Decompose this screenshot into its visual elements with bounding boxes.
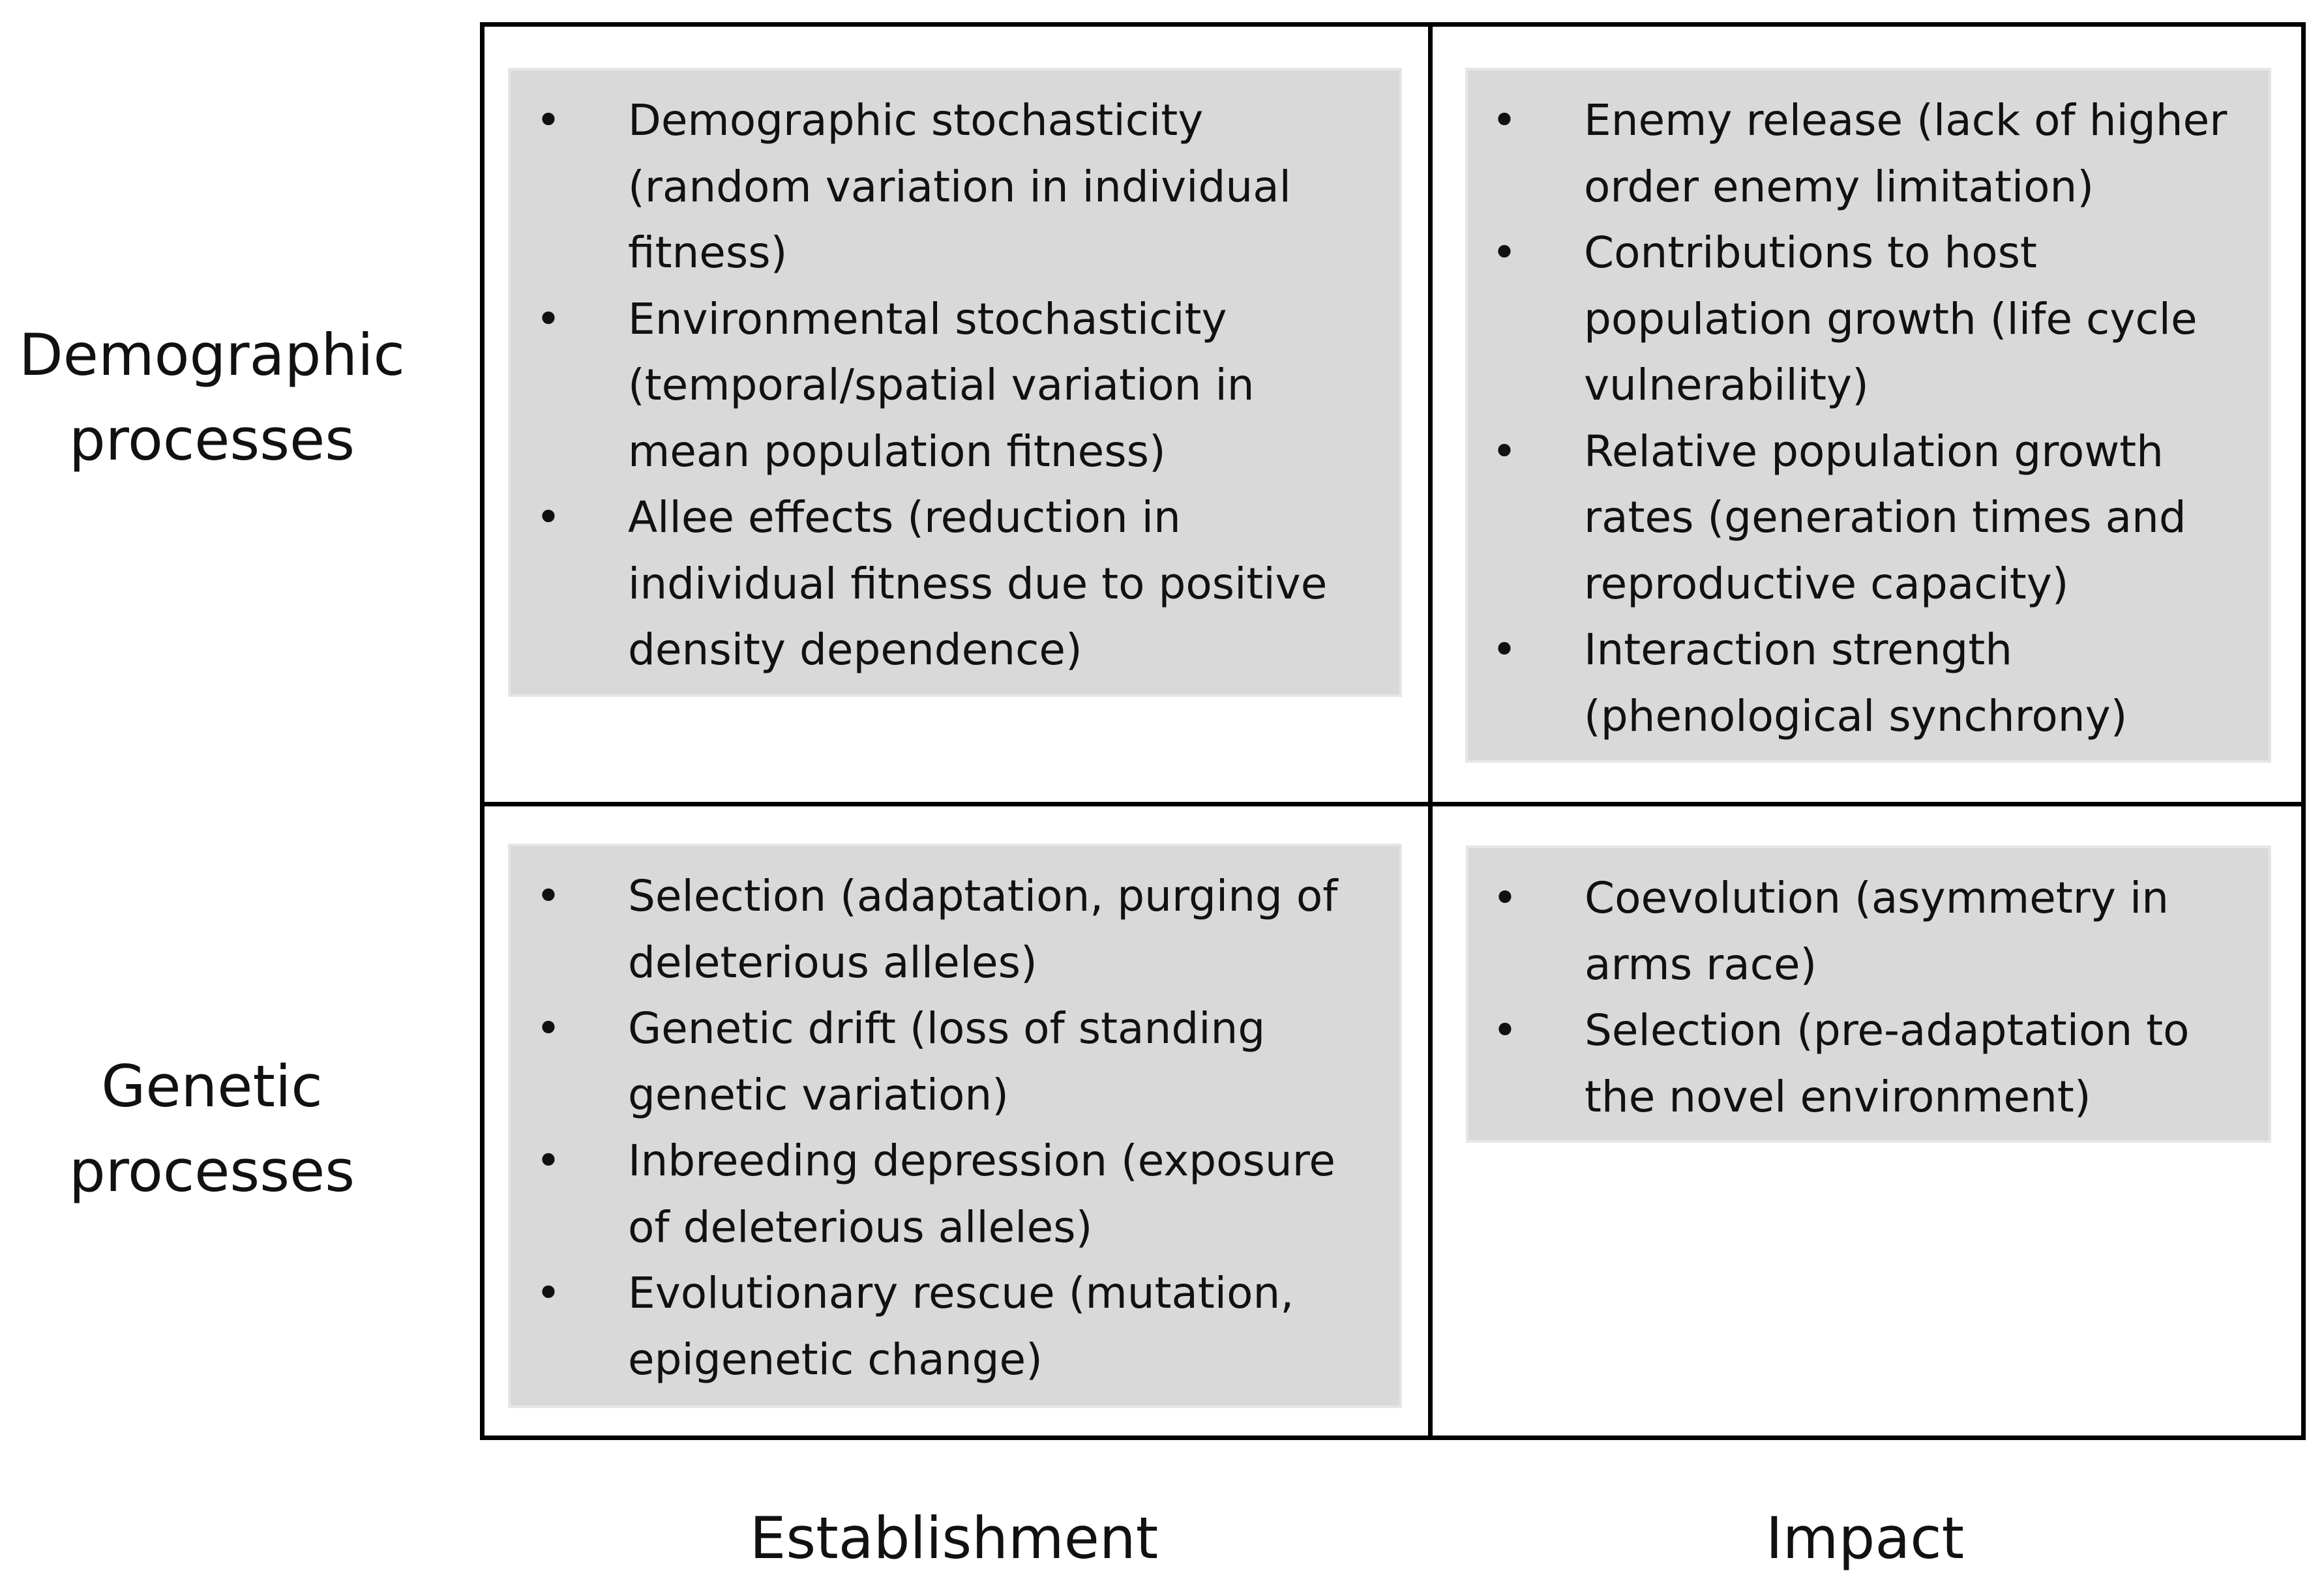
bullet-item-text: Selection (adaptation, purging of bbox=[628, 871, 1338, 921]
bullet-item-text: deleterious alleles) bbox=[628, 937, 1037, 988]
bullet-item-text: arms race) bbox=[1585, 939, 1817, 990]
bullet-item-text: mean population fitness) bbox=[628, 426, 1166, 477]
bullet-item-text: Genetic drift (loss of standing bbox=[628, 1003, 1266, 1053]
bullet-icon: • bbox=[1492, 1005, 1518, 1055]
bullet-item-text: (phenological synchrony) bbox=[1584, 690, 2128, 741]
bullet-item: • Demographic stochasticity (random variat… bbox=[536, 87, 1386, 286]
bullet-item-text: Demographic stochasticity bbox=[628, 95, 1204, 145]
bullet-item-text: individual fitness due to positive bbox=[628, 558, 1328, 609]
bullet-item-text: order enemy limitation) bbox=[1584, 161, 2094, 212]
bullet-item-text: Contributions to host bbox=[1584, 228, 2037, 278]
bullet-item-text: population growth (life cycle bbox=[1584, 293, 2197, 344]
bullet-item-text: (temporal/spatial variation in bbox=[628, 360, 1255, 410]
row-label-demographic-processes: Demographic processes bbox=[0, 313, 424, 482]
bullet-item-text: Coevolution (asymmetry in bbox=[1585, 873, 2169, 923]
bullet-icon: • bbox=[535, 492, 561, 542]
bullet-item: • Coevolution (asymmetry in arms race) bbox=[1493, 865, 2256, 997]
bullet-item: • Interaction strength (phenological synch… bbox=[1492, 617, 2256, 749]
bullet-item-text: of deleterious alleles) bbox=[628, 1201, 1093, 1252]
bullet-item: • Selection (pre-adaptation to the novel e… bbox=[1493, 997, 2256, 1130]
row-label-line: Genetic bbox=[101, 1053, 323, 1120]
bullet-item-text: epigenetic change) bbox=[628, 1334, 1043, 1385]
bullet-item-text: density dependence) bbox=[628, 625, 1082, 675]
bullet-item: • Inbreeding depression (exposure of delet… bbox=[536, 1128, 1386, 1260]
bullet-item-text: Environmental stochasticity bbox=[628, 293, 1227, 344]
row-label-line: processes bbox=[68, 1138, 355, 1205]
bullet-item-text: Inbreeding depression (exposure bbox=[628, 1136, 1336, 1186]
bullet-item-text: Enemy release (lack of higher bbox=[1584, 95, 2227, 145]
bullet-item: • Enemy release (lack of higher order enem… bbox=[1492, 87, 2256, 220]
bullet-icon: • bbox=[1491, 228, 1517, 278]
bullet-item: • Genetic drift (loss of standing genetic … bbox=[536, 995, 1386, 1128]
bullet-list: • Selection (adaptation, purging of delete… bbox=[536, 863, 1386, 1392]
bullet-item: • Selection (adaptation, purging of delete… bbox=[536, 863, 1386, 995]
bullet-item: • Allee effects (reduction in individual f… bbox=[536, 484, 1386, 683]
bullet-item-text: genetic variation) bbox=[628, 1069, 1009, 1120]
bullet-icon: • bbox=[535, 95, 561, 145]
row-divider bbox=[480, 802, 2306, 806]
bullet-item-text: rates (generation times and bbox=[1584, 492, 2186, 542]
bullet-icon: • bbox=[535, 871, 561, 921]
bullet-item-text: Interaction strength bbox=[1584, 625, 2013, 675]
bullet-item-text: fitness) bbox=[628, 228, 788, 278]
bullet-icon: • bbox=[1491, 95, 1517, 145]
bullet-icon: • bbox=[535, 1136, 561, 1186]
bullet-item-text: Allee effects (reduction in bbox=[628, 492, 1181, 542]
bullet-list: • Demographic stochasticity (random variat… bbox=[536, 87, 1386, 683]
row-label-genetic-processes: Genetic processes bbox=[0, 1044, 424, 1214]
bullet-icon: • bbox=[535, 1003, 561, 1053]
bullet-list: • Coevolution (asymmetry in arms race) • Sel… bbox=[1493, 865, 2256, 1130]
bullet-item: • Relative population growth rates (genera… bbox=[1492, 419, 2256, 617]
bullet-item: • Evolutionary rescue (mutation, epigeneti… bbox=[536, 1260, 1386, 1392]
bullet-icon: • bbox=[535, 1268, 561, 1318]
bullet-item: • Environmental stochasticity (temporal/sp… bbox=[536, 286, 1386, 485]
bullet-list: • Enemy release (lack of higher order enem… bbox=[1492, 87, 2256, 749]
column-divider bbox=[1428, 22, 1433, 1440]
bullet-item-text: Relative population growth bbox=[1584, 426, 2164, 477]
column-label-impact: Impact bbox=[1765, 1505, 1965, 1572]
cell-genetic-impact: • Coevolution (asymmetry in arms race) • Sel… bbox=[1466, 846, 2271, 1143]
bullet-icon: • bbox=[535, 293, 561, 344]
bullet-icon: • bbox=[1491, 625, 1517, 675]
cell-demographic-establishment: • Demographic stochasticity (random variat… bbox=[508, 68, 1402, 697]
bullet-icon: • bbox=[1491, 426, 1517, 477]
cell-demographic-impact: • Enemy release (lack of higher order enem… bbox=[1465, 68, 2271, 763]
bullet-item-text: vulnerability) bbox=[1584, 360, 1869, 410]
matrix-frame bbox=[480, 22, 2306, 1440]
bullet-item-text: (random variation in individual bbox=[628, 161, 1291, 212]
cell-genetic-establishment: • Selection (adaptation, purging of delete… bbox=[508, 844, 1402, 1408]
bullet-item-text: Selection (pre-adaptation to bbox=[1585, 1005, 2190, 1055]
bullet-item: • Contributions to host population growth … bbox=[1492, 220, 2256, 419]
bullet-icon: • bbox=[1492, 873, 1518, 923]
bullet-item-text: reproductive capacity) bbox=[1584, 558, 2069, 609]
row-label-line: processes bbox=[68, 406, 355, 473]
bullet-item-text: the novel environment) bbox=[1585, 1071, 2091, 1122]
column-label-establishment: Establishment bbox=[749, 1505, 1159, 1572]
row-label-line: Demographic bbox=[19, 321, 405, 389]
bullet-item-text: Evolutionary rescue (mutation, bbox=[628, 1268, 1294, 1318]
